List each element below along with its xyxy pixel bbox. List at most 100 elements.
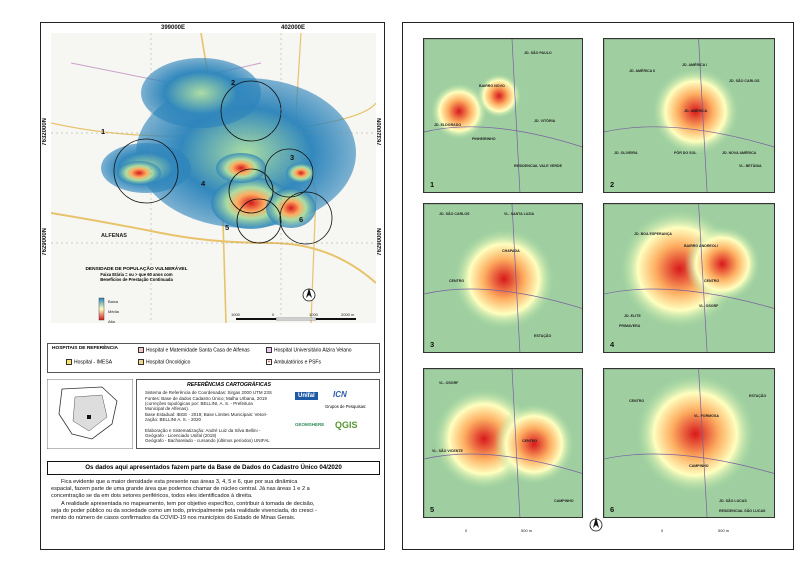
detail-maps-panel: 1 JD. SÃO PAULO PINHEIRINHO JD. ELDORADO JD.…: [402, 22, 794, 550]
plus-icon: +: [266, 359, 272, 365]
logo-icn: ICN: [333, 390, 347, 399]
neighborhood-label: VL. FORMOSA: [694, 414, 719, 418]
neighborhood-label: CAMPINHO: [554, 499, 574, 503]
hospital-icon: [138, 347, 144, 353]
ref-line-3: (correções topológicas por: BELLINI, A. …: [145, 401, 253, 406]
detail-map-5: 5 VL. OSORF VL. SÃO VICENTE CENTRO CAMPINHO: [423, 368, 583, 518]
detail-map-1: 1 JD. SÃO PAULO PINHEIRINHO JD. ELDORADO JD.…: [423, 38, 583, 193]
neighborhood-label: RESIDENCIAL VALE VERDE: [514, 164, 562, 168]
para-line-3: concentração se da em dois setores perif…: [51, 493, 253, 500]
hospitals-legend: HOSPITAIS DE REFERÊNCIA Hospital e Mater…: [47, 343, 380, 373]
main-map-panel: 399000E 402000E 7632000N 7629000N 763200…: [40, 22, 385, 550]
references-box: REFERÊNCIAS CARTOGRÁFICAS Sistema de Ref…: [136, 379, 380, 449]
hospital-icon: [66, 359, 72, 365]
neighborhood-label: PINHEIRINHO: [472, 137, 496, 141]
statement-box: Os dados aqui apresentados fazem parte d…: [47, 461, 380, 475]
hospital-icon: [138, 359, 144, 365]
coord-top-1: 399000E: [161, 25, 186, 31]
hospital-item-3: Hospital - IMESA: [66, 359, 112, 365]
logo-unifal: Unifal: [295, 392, 318, 400]
coord-side-1: 7632000N: [42, 118, 48, 146]
detail-scale-3: 500 m: [718, 528, 730, 533]
neighborhood-label: PRIMAVERA: [619, 324, 641, 328]
neighborhood-label: JD. AMÉRICA II: [629, 69, 656, 73]
neighborhood-label: VL. SANTA LUZIA: [504, 212, 535, 216]
neighborhood-label: ESTAÇÃO: [534, 334, 552, 338]
neighborhood-label: VL. BETÂNIA: [739, 164, 762, 168]
detail-map-number: 6: [610, 505, 615, 514]
neighborhood-label: CENTRO: [629, 399, 645, 403]
hospital-label-1: Hospital e Maternidade Santa Casa de Alf…: [146, 347, 250, 354]
para-line-4: A realidade apresentada no mapeamento, t…: [61, 500, 315, 507]
density-level-mid: Média: [108, 309, 119, 314]
ref-line-6: zação: BELLINI A. S. - 2020: [145, 417, 202, 422]
neighborhood-label: CENTRO: [704, 279, 720, 283]
hospital-item-1: Hospital e Maternidade Santa Casa de Alf…: [138, 347, 250, 353]
neighborhood-label: JD. SÃO LUCAS: [719, 499, 747, 503]
neighborhood-label: VL. OSORF: [439, 381, 459, 385]
scale-label-1: 1000: [231, 312, 240, 317]
neighborhood-label: CENTRO: [449, 279, 465, 283]
neighborhood-label: JD. SÃO CARLOS: [439, 212, 470, 216]
density-legend: DENSIDADE DE POPULAÇÃO VULNERÁVEL Faixa …: [69, 267, 204, 282]
neighborhood-label: VL. OSORF: [699, 304, 719, 308]
neighborhood-label: JD. BOA ESPERANÇA: [634, 232, 673, 236]
hospitals-title: HOSPITAIS DE REFERÊNCIA: [52, 346, 119, 351]
area-label-5: 5: [225, 223, 230, 232]
detail-scale-2: 0: [661, 528, 664, 533]
neighborhood-label: CHAPADA: [502, 249, 520, 253]
coord-side-2: 7629000N: [42, 228, 48, 256]
neighborhood-label: ESTAÇÃO: [749, 394, 767, 398]
detail-map-number: 3: [430, 340, 435, 349]
neighborhood-label: JD. SÃO CARLOS: [729, 79, 760, 83]
scale-label-3: 1000: [309, 312, 318, 317]
neighborhood-label: JD. ELITE: [624, 314, 641, 318]
density-level-high: Alta: [108, 319, 115, 324]
detail-map-number: 2: [610, 180, 615, 189]
neighborhood-label: BAIRRO NOVO: [479, 84, 505, 88]
heatmap-6: [604, 369, 774, 517]
coord-side-right-1: 7632000N: [377, 118, 383, 146]
ref-line-1: Sistema de Referência de Coordenadas: Si…: [145, 390, 272, 395]
ref-line-7: Elaboração e Sistematização: André Luiz …: [145, 428, 261, 433]
density-title-3: Benefícios de Prestação Continuada: [100, 277, 173, 282]
heatmap-3: [424, 204, 582, 352]
hospital-item-4: Hospital Oncológico: [138, 359, 190, 365]
neighborhood-label: CAMPINHO: [689, 464, 709, 468]
detail-map-6: 6 CENTRO VL. FORMOSA CAMPINHO JD. SÃO LUCAS E…: [603, 368, 775, 518]
neighborhood-label: JD. VITÓRIA: [534, 119, 556, 123]
hospital-item-2: Hospital Universitário Alzira Velano: [266, 347, 352, 353]
neighborhood-label: VL. SÃO VICENTE: [432, 449, 463, 453]
density-main-map: [51, 33, 376, 323]
summary-paragraph: Fica evidente que a maior densidade esta…: [51, 479, 376, 522]
area-label-1: 1: [101, 127, 106, 136]
scale-label-2: 0: [272, 312, 275, 317]
para-line-1: Fica evidente que a maior densidade esta…: [61, 479, 298, 485]
ref-line-2: Fontes: Base de dados Cadastro Único; Ma…: [145, 396, 267, 401]
coord-side-right-2: 7629000N: [377, 228, 383, 256]
area-label-3: 3: [290, 153, 295, 162]
neighborhood-label: JD. AMÉRICA I: [682, 63, 708, 67]
heatmap-4: [604, 204, 774, 352]
hospital-label-2: Hospital Universitário Alzira Velano: [274, 347, 352, 354]
research-group-label: Grupos de Pesquisas:: [325, 404, 367, 409]
density-title-2: Faixa Etária = ou > que 60 anos com: [100, 272, 173, 277]
para-line-2: espacial, fazem parte de uma grande área…: [51, 486, 310, 493]
density-title-1: DENSIDADE DE POPULAÇÃO VULNERÁVEL: [85, 267, 188, 272]
hospital-label-5: Ambulatórios e PSFs: [274, 359, 321, 366]
area-label-4: 4: [201, 179, 206, 188]
neighborhood-label: JD. OLIVEIRA: [614, 151, 638, 155]
detail-scale-0: 0: [465, 528, 468, 533]
hospital-label-3: Hospital - IMESA: [74, 359, 113, 366]
para-line-5: seja do poder público ou da sociedade co…: [51, 507, 317, 514]
neighborhood-label: RESIDENCIAL SÃO LUCAS: [719, 509, 766, 513]
statement-text: Os dados aqui apresentados fazem parte d…: [85, 464, 342, 471]
neighborhood-label: JD. AMÉRICA: [684, 109, 708, 113]
detail-map-4: 4 JD. BOA ESPERANÇA BAIRRO ANDREOLI CENTRO V…: [603, 203, 775, 353]
logo-geomshere: GEOMSHERE: [295, 422, 325, 427]
heatmap-5: [424, 369, 582, 517]
area-label-6: 6: [299, 215, 304, 224]
ref-line-8: Geógrafo - Licenciado Unifal (2019): [145, 433, 217, 438]
ref-line-5: Base Estadual: IBGE - 2019; Base Limites…: [145, 412, 268, 417]
neighborhood-label: BAIRRO ANDREOLI: [684, 244, 718, 248]
